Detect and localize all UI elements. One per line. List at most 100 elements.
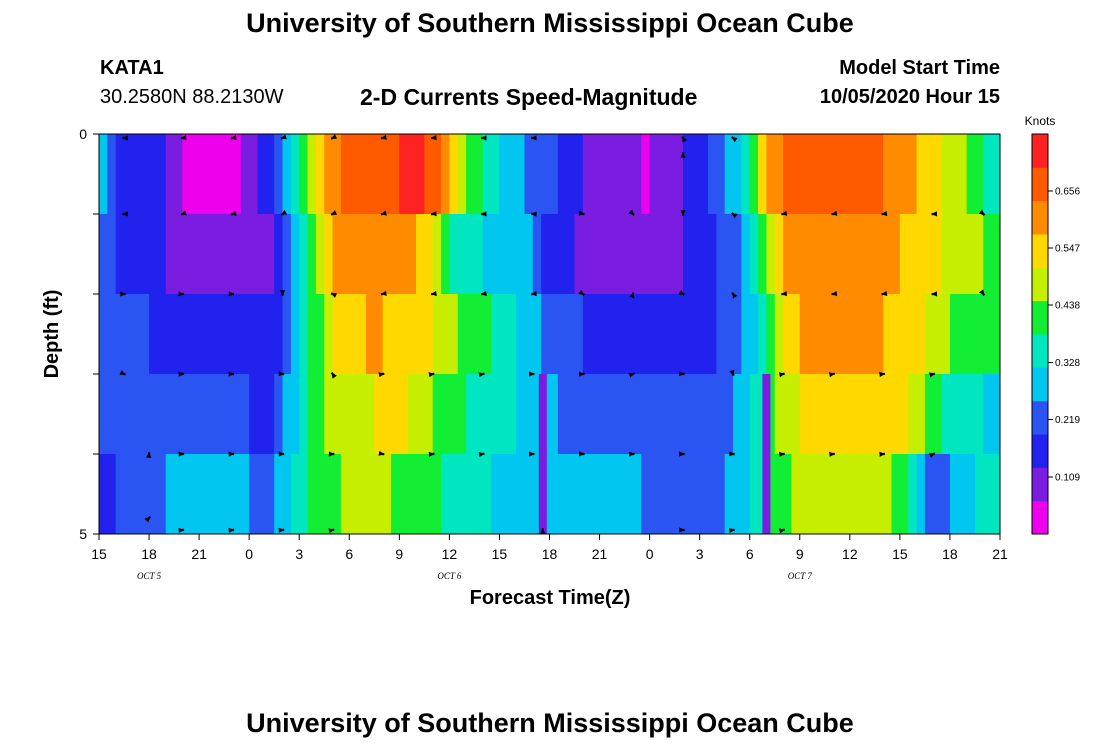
vector-head [481,290,487,297]
vector-head [478,451,485,458]
heatmap-cell [265,454,275,534]
heatmap-cell [524,374,534,455]
current-vector [380,210,387,216]
heatmap-cell [157,134,167,215]
heatmap-cell [708,294,717,375]
heatmap-cell [315,134,325,215]
heatmap-cell [340,214,350,295]
current-vector [279,290,286,296]
vector-head [778,528,785,534]
heatmap-cell [841,454,851,534]
heatmap-cell [607,374,617,455]
heatmap-cell [107,294,117,375]
heatmap-cell [274,454,284,534]
heatmap-cell [966,374,976,455]
vector-head [180,135,187,141]
heatmap-cell [274,374,284,455]
heatmap-cell [349,454,359,534]
heatmap-cell [532,214,542,295]
vector-head [381,290,387,296]
heatmap-cell [657,454,667,534]
heatmap-cell [783,294,793,375]
heatmap-cell [124,294,133,375]
heatmap-cell [874,294,884,375]
heatmap-cell [132,454,142,534]
heatmap-cell [974,134,984,215]
heatmap-cell [724,374,734,455]
heatmap-cell [599,214,609,295]
heatmap-cell [249,134,259,215]
heatmap-cell [749,294,759,375]
heatmap-cell [516,294,526,375]
heatmap-cell [724,294,734,375]
heatmap-cell [908,454,918,534]
current-vector [679,527,685,533]
heatmap-cell [282,294,292,375]
current-vector [978,209,986,216]
heatmap-cell [632,294,642,375]
vector-head [779,372,785,378]
current-vector [430,135,437,141]
vector-head [831,290,838,297]
heatmap-cell [966,294,976,375]
colorbar-label: 0.109 [1055,473,1080,484]
heatmap-cell [174,454,184,534]
heatmap-cell [257,294,267,375]
heatmap-cell [182,374,192,455]
heatmap-cell [691,294,701,375]
heatmap-cell [240,374,250,455]
heatmap-cell [399,214,409,295]
vector-head [729,451,735,457]
heatmap-cell [774,214,784,295]
heatmap-cell [382,134,392,215]
heatmap-cell [949,134,959,215]
heatmap-cell [891,454,901,534]
heatmap-cell [808,374,818,455]
current-vector [679,451,685,457]
current-vector [681,136,688,143]
heatmap-cell [132,214,142,295]
heatmap-cell [649,294,659,375]
vector-head [381,210,387,216]
heatmap-cell [691,214,701,295]
model-start-label: Model Start Time [839,57,1000,79]
heatmap-cell [883,294,893,375]
heatmap-cell [599,374,609,455]
heatmap-cell [624,374,634,455]
heatmap-cell [265,134,275,215]
heatmap-cell [674,214,684,295]
x-tick-label: 21 [191,546,207,562]
heatmap-cell [891,294,901,375]
heatmap-cell [232,134,242,215]
heatmap-cell [224,134,234,215]
heatmap-cell [983,454,993,534]
heatmap-cell [983,294,993,375]
heatmap-cell [107,454,117,534]
colorbar-swatch [1032,467,1048,502]
heatmap-cell [724,134,734,215]
current-vector [330,292,338,298]
heatmap-cell [766,374,776,455]
heatmap-cell [891,374,901,455]
current-vector [531,135,537,141]
heatmap-cell [891,214,901,295]
current-vector [540,528,546,534]
heatmap-cell [891,134,901,215]
current-vector [629,451,635,457]
heatmap-cell [524,294,534,375]
heatmap-cell [641,454,651,534]
heatmap-cell [324,134,334,215]
heatmap-cell [716,214,726,295]
colorbar-swatch [1032,134,1048,168]
current-vector [778,528,785,534]
heatmap-cell [432,134,442,215]
vector-head [781,291,787,297]
heatmap-cell [674,294,684,375]
footer-title: University of Southern Mississippi Ocean… [246,708,854,738]
heatmap-cell [591,374,601,455]
heatmap-cell [124,374,133,455]
vector-head [146,452,152,458]
heatmap-cell [708,374,717,455]
heatmap-cell [224,374,234,455]
heatmap-cell [762,374,771,454]
